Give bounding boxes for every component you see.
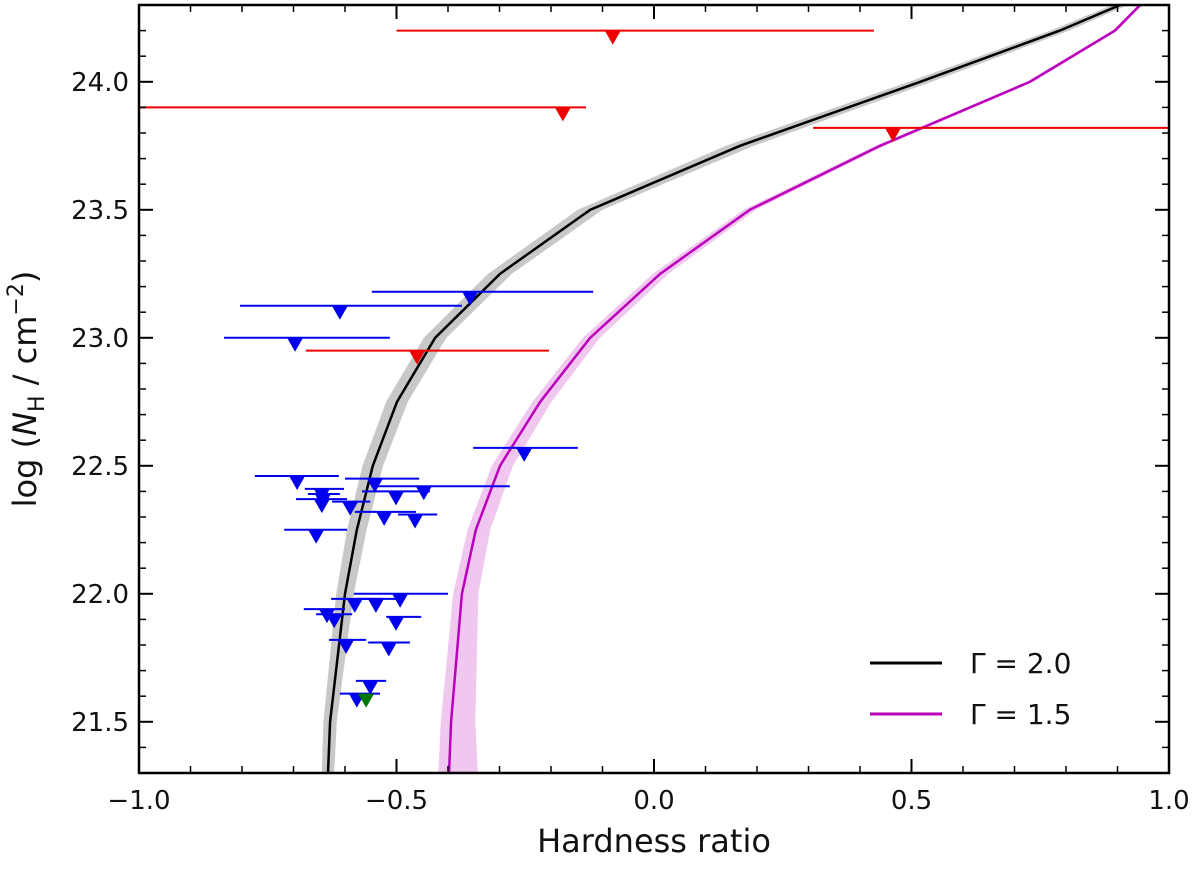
upper-limit-marker [409,350,426,365]
curve-line [447,5,1142,773]
upper-limit-marker [376,511,393,526]
y-label-part: N [6,412,44,436]
upper-limit-marker [362,680,379,695]
upper-limit-marker [462,291,479,306]
upper-limit-marker [287,337,304,352]
upper-limit-marker [884,127,901,142]
upper-limit-marker [308,529,325,544]
x-tick-label: 1.0 [1148,786,1189,816]
upper-limit-marker [392,593,409,608]
legend-label: Γ = 1.5 [970,698,1071,731]
upper-limit-marker [554,107,571,122]
y-label-part: −2 [4,283,29,315]
legend-label: Γ = 2.0 [970,647,1071,680]
upper-limit-marker [380,642,397,657]
y-label-part: log ( [6,436,44,507]
y-tick-label: 24.0 [71,68,129,98]
y-tick-label: 21.5 [71,708,129,738]
upper-limit-marker [346,598,363,613]
plot-frame [137,3,1171,775]
upper-limit-marker [358,693,375,708]
x-axis-label: Hardness ratio [537,822,771,860]
upper-limit-marker [313,499,330,514]
upper-limit-marker [604,30,621,45]
upper-limit-marker [318,609,335,624]
upper-limit-marker [331,305,348,320]
upper-limit-marker [342,501,359,516]
x-tick-label: −1.0 [107,786,170,816]
y-tick-label: 23.5 [71,196,129,226]
y-label-part: ) [6,271,44,283]
upper-limit-marker [387,491,404,506]
upper-limit-marker [338,639,355,654]
y-label-part: H [25,395,50,412]
upper-limit-marker [387,616,404,631]
x-tick-label: −0.5 [365,786,428,816]
y-tick-label: 23.0 [71,324,129,354]
y-tick-label: 22.5 [71,452,129,482]
x-tick-label: 0.0 [633,786,674,816]
curve-line [326,5,1121,773]
upper-limit-marker [289,476,306,491]
upper-limit-marker [415,486,432,501]
upper-limit-marker [326,614,343,629]
upper-limit-marker [516,447,533,462]
y-axis-label: log (NH / cm−2) [4,271,50,508]
upper-limit-marker [367,598,384,613]
x-tick-label: 0.5 [891,786,932,816]
y-label-part: / cm [6,316,44,396]
upper-limit-marker [407,514,424,529]
y-tick-label: 22.0 [71,580,129,610]
